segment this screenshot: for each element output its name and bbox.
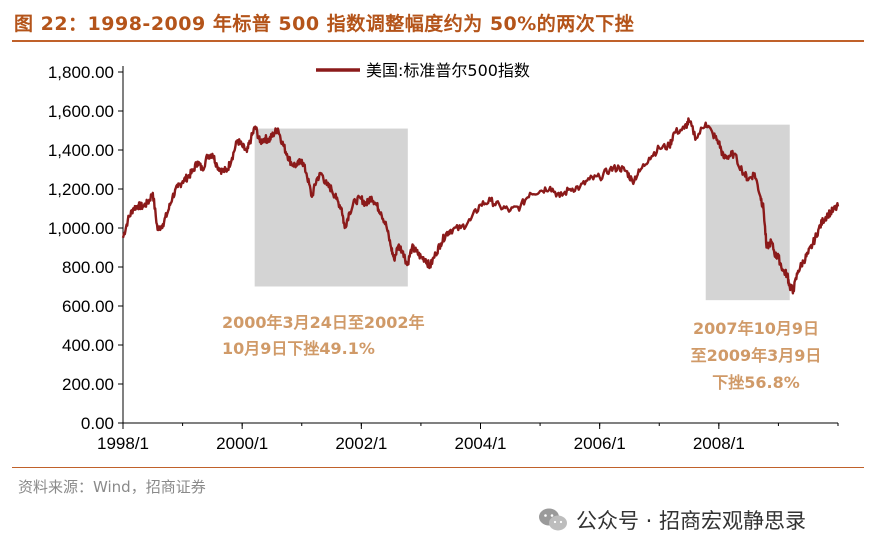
annotation-1-line-1: 2000年3月24日至2002年 <box>222 313 424 332</box>
y-tick-label: 1,600.00 <box>48 102 114 121</box>
sp500-line-chart: 1,800.00 1,600.00 1,400.00 1,200.00 1,000.00… <box>48 61 840 453</box>
wechat-watermark: 公众号 · 招商宏观静思录 <box>538 505 806 535</box>
y-tick-label: 600.00 <box>62 297 114 316</box>
x-tick-label: 2000/1 <box>216 434 268 453</box>
footer-rule <box>12 467 864 468</box>
watermark-text: 公众号 · 招商宏观静思录 <box>576 509 807 533</box>
source-note: 资料来源：Wind，招商证券 <box>18 478 206 496</box>
y-tick-label: 200.00 <box>62 375 114 394</box>
annotation-1-line-2: 10月9日下挫49.1% <box>222 339 375 358</box>
x-tick-label: 2008/1 <box>693 434 745 453</box>
y-tick-label: 800.00 <box>62 258 114 277</box>
figure-title: 图 22：1998-2009 年标普 500 指数调整幅度约为 50%的两次下挫 <box>14 13 635 35</box>
sp500-series-line <box>121 117 840 295</box>
x-tick-label: 1998/1 <box>97 434 149 453</box>
x-tick-label: 2006/1 <box>574 434 626 453</box>
decline-shade-1 <box>254 128 408 287</box>
title-rule <box>12 40 864 42</box>
y-tick-label: 0.00 <box>81 414 114 433</box>
y-tick-label: 1,400.00 <box>48 141 114 160</box>
legend-label: 美国:标准普尔500指数 <box>366 61 530 80</box>
y-tick-label: 1,200.00 <box>48 180 114 199</box>
annotation-2-line-1: 2007年10月9日 <box>693 319 819 338</box>
y-tick-label: 400.00 <box>62 336 114 355</box>
y-tick-label: 1,000.00 <box>48 219 114 238</box>
x-tick-label: 2004/1 <box>455 434 507 453</box>
y-tick-label: 1,800.00 <box>48 63 114 82</box>
annotation-2-line-3: 下挫56.8% <box>712 373 800 392</box>
decline-shade-2 <box>705 124 790 301</box>
wechat-icon <box>539 508 567 531</box>
annotation-2-line-2: 至2009年3月9日 <box>691 346 822 365</box>
x-tick-label: 2002/1 <box>335 434 387 453</box>
